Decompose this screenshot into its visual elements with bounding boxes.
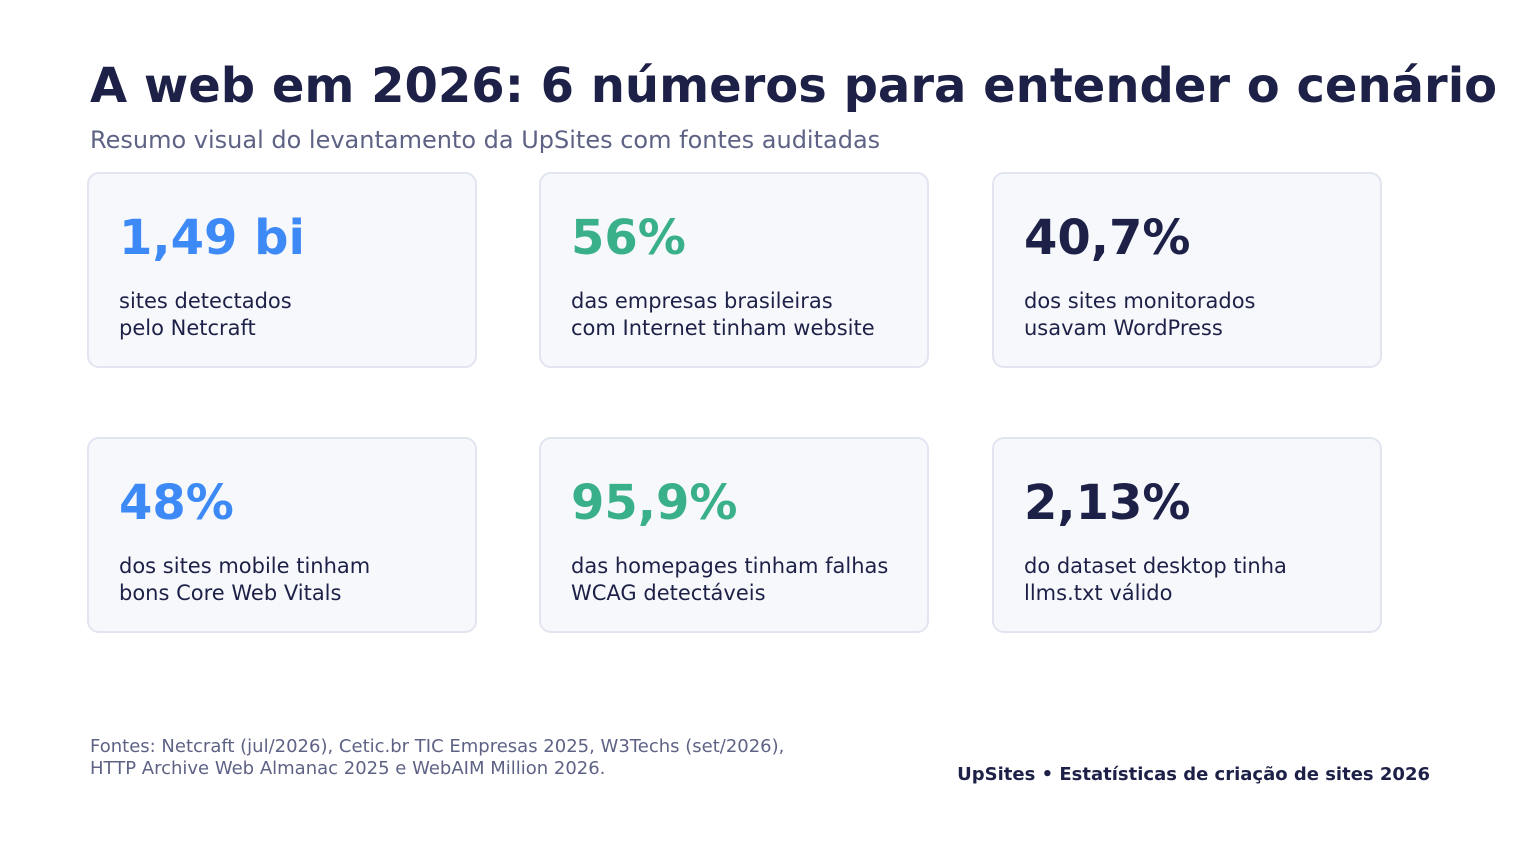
- stat-label-line: llms.txt válido: [1024, 581, 1173, 605]
- stat-label-line: das empresas brasileiras: [571, 289, 833, 313]
- stat-card-llms-txt: 2,13% do dataset desktop tinha llms.txt …: [992, 437, 1382, 633]
- stat-value: 95,9%: [571, 475, 738, 531]
- stat-card-companies-website: 56% das empresas brasileiras com Interne…: [539, 172, 929, 368]
- stat-label-line: pelo Netcraft: [119, 316, 256, 340]
- stat-value: 2,13%: [1024, 475, 1191, 531]
- stat-label-line: dos sites mobile tinham: [119, 554, 371, 578]
- page-subtitle: Resumo visual do levantamento da UpSites…: [90, 126, 881, 154]
- stat-card-wordpress: 40,7% dos sites monitorados usavam WordP…: [992, 172, 1382, 368]
- stat-label-line: sites detectados: [119, 289, 292, 313]
- stat-card-wcag: 95,9% das homepages tinham falhas WCAG d…: [539, 437, 929, 633]
- stat-value: 56%: [571, 210, 686, 266]
- footer-sources: Fontes: Netcraft (jul/2026), Cetic.br TI…: [90, 736, 784, 780]
- stat-label-line: WCAG detectáveis: [571, 581, 766, 605]
- sources-line: HTTP Archive Web Almanac 2025 e WebAIM M…: [90, 758, 606, 779]
- stat-label: dos sites mobile tinham bons Core Web Vi…: [119, 553, 370, 607]
- stat-card-core-web-vitals: 48% dos sites mobile tinham bons Core We…: [87, 437, 477, 633]
- stat-label-line: das homepages tinham falhas: [571, 554, 889, 578]
- stat-value: 40,7%: [1024, 210, 1191, 266]
- stat-label: do dataset desktop tinha llms.txt válido: [1024, 553, 1287, 607]
- stat-label: sites detectados pelo Netcraft: [119, 288, 292, 342]
- sources-line: Fontes: Netcraft (jul/2026), Cetic.br TI…: [90, 736, 785, 757]
- stat-value: 1,49 bi: [119, 210, 305, 266]
- stat-value: 48%: [119, 475, 234, 531]
- stat-label-line: bons Core Web Vitals: [119, 581, 342, 605]
- stat-label-line: com Internet tinham website: [571, 316, 875, 340]
- footer-brand: UpSites • Estatísticas de criação de sit…: [957, 764, 1430, 785]
- stat-label: das empresas brasileiras com Internet ti…: [571, 288, 875, 342]
- stat-card-sites-detected: 1,49 bi sites detectados pelo Netcraft: [87, 172, 477, 368]
- stat-label-line: dos sites monitorados: [1024, 289, 1256, 313]
- stat-label-line: do dataset desktop tinha: [1024, 554, 1287, 578]
- stat-label: das homepages tinham falhas WCAG detectá…: [571, 553, 888, 607]
- stat-label: dos sites monitorados usavam WordPress: [1024, 288, 1256, 342]
- stat-label-line: usavam WordPress: [1024, 316, 1223, 340]
- page-title: A web em 2026: 6 números para entender o…: [90, 58, 1498, 114]
